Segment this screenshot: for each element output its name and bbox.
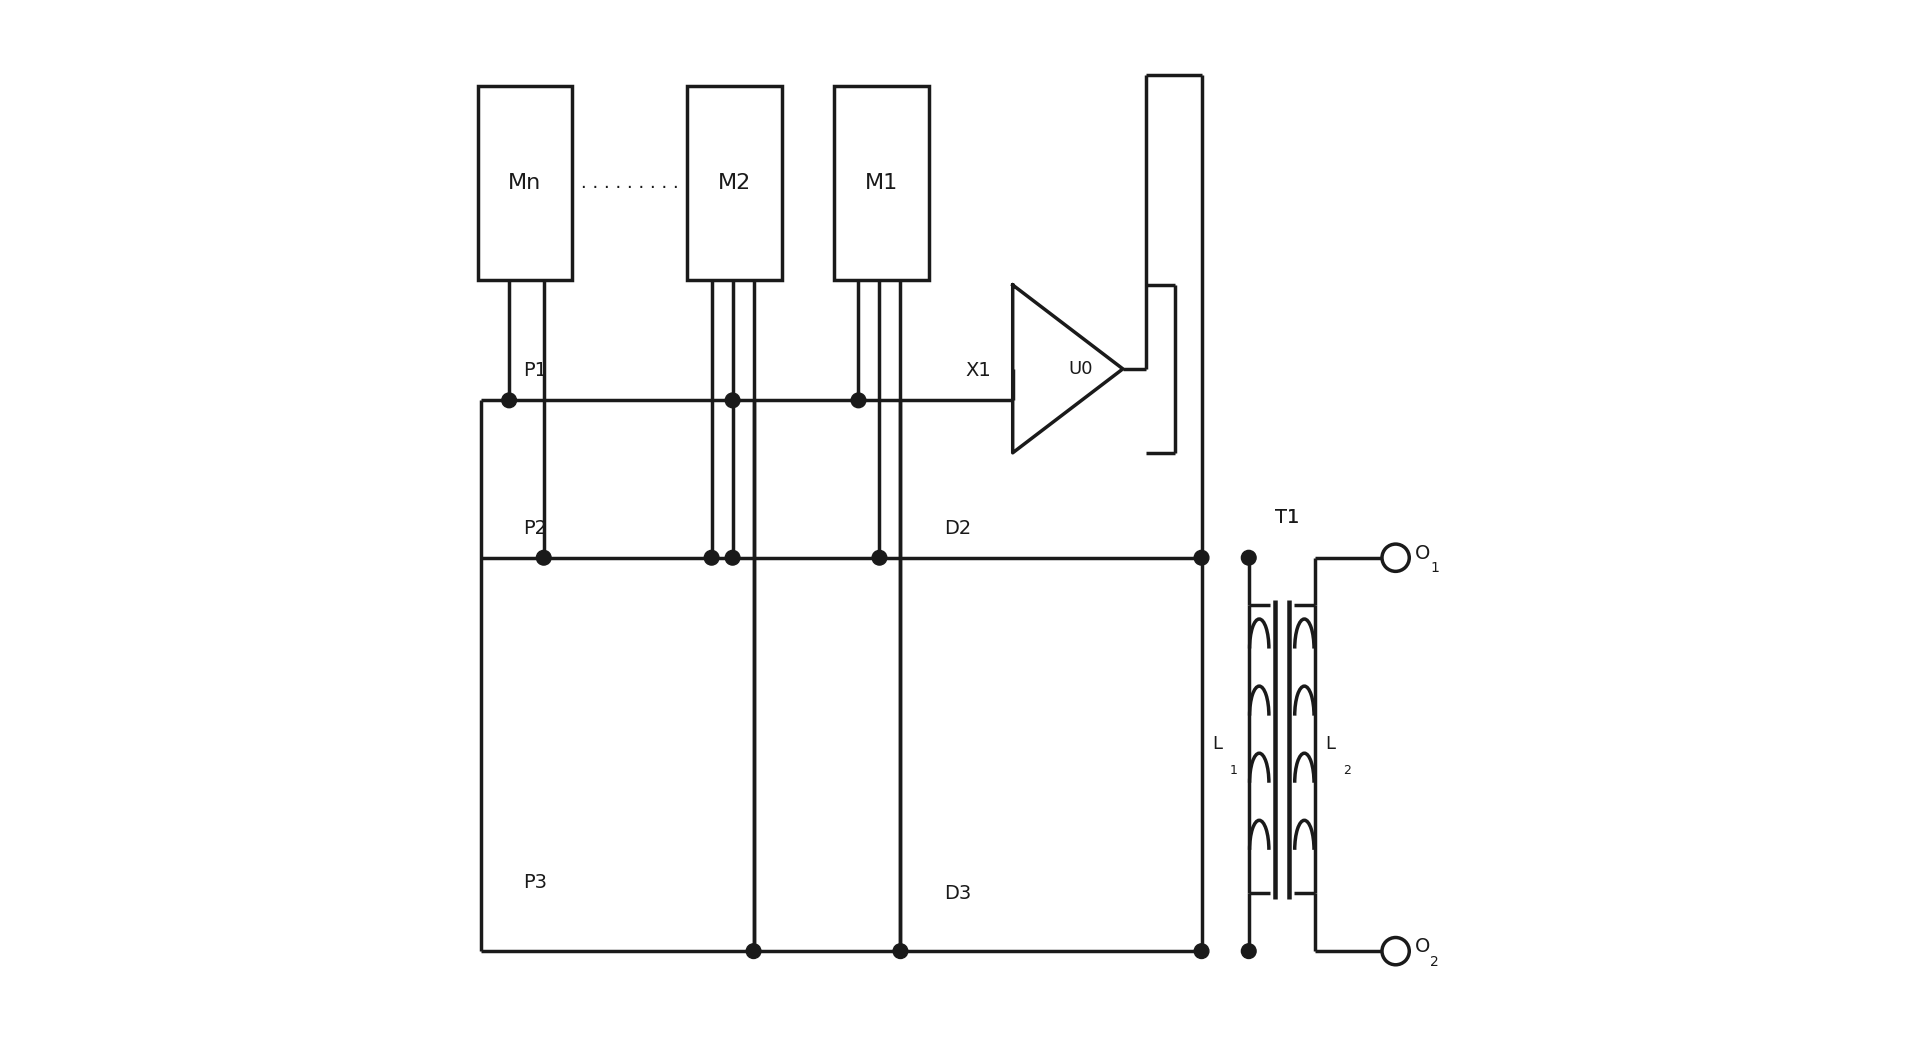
Text: 1: 1 [1431, 561, 1438, 575]
Circle shape [726, 551, 739, 566]
Text: 2: 2 [1431, 955, 1438, 968]
Text: X1: X1 [965, 361, 991, 381]
Circle shape [1383, 544, 1410, 572]
Text: P2: P2 [523, 519, 546, 538]
Bar [835, 86, 928, 280]
Circle shape [1194, 551, 1209, 566]
Bar [478, 86, 573, 280]
Text: M2: M2 [718, 172, 751, 192]
Bar [688, 86, 781, 280]
Circle shape [726, 393, 739, 408]
Circle shape [747, 944, 760, 959]
Circle shape [705, 551, 718, 566]
Text: M1: M1 [865, 172, 898, 192]
Circle shape [1194, 944, 1209, 959]
Circle shape [894, 944, 907, 959]
Text: O: O [1415, 938, 1431, 957]
Circle shape [1242, 551, 1257, 566]
Text: L: L [1213, 735, 1222, 753]
Circle shape [873, 551, 886, 566]
Circle shape [537, 551, 552, 566]
Circle shape [852, 393, 865, 408]
Text: U0: U0 [1068, 360, 1093, 377]
Text: Mn: Mn [508, 172, 542, 192]
Text: P1: P1 [523, 361, 546, 381]
Text: T1: T1 [1274, 508, 1299, 527]
Circle shape [1242, 944, 1257, 959]
Text: D2: D2 [945, 519, 972, 538]
Text: 2: 2 [1343, 763, 1350, 777]
Text: L: L [1326, 735, 1335, 753]
Text: . . . . . . . . .: . . . . . . . . . [581, 173, 678, 191]
Text: P3: P3 [523, 874, 546, 893]
Text: O: O [1415, 544, 1431, 563]
Text: T1: T1 [1274, 508, 1299, 527]
Text: D3: D3 [945, 884, 972, 902]
Circle shape [1383, 938, 1410, 965]
Text: 1: 1 [1230, 763, 1238, 777]
Circle shape [502, 393, 516, 408]
